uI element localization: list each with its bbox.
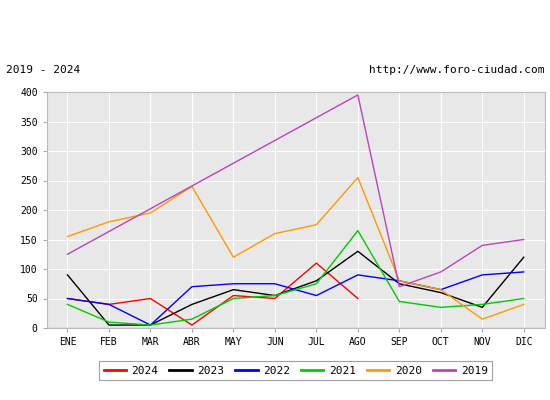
Text: 2019 - 2024: 2019 - 2024	[6, 65, 80, 75]
Text: http://www.foro-ciudad.com: http://www.foro-ciudad.com	[369, 65, 544, 75]
Text: Evolucion Nº Turistas Nacionales en el municipio de Hinojosa del Valle: Evolucion Nº Turistas Nacionales en el m…	[0, 20, 550, 32]
Legend: 2024, 2023, 2022, 2021, 2020, 2019: 2024, 2023, 2022, 2021, 2020, 2019	[99, 361, 492, 380]
